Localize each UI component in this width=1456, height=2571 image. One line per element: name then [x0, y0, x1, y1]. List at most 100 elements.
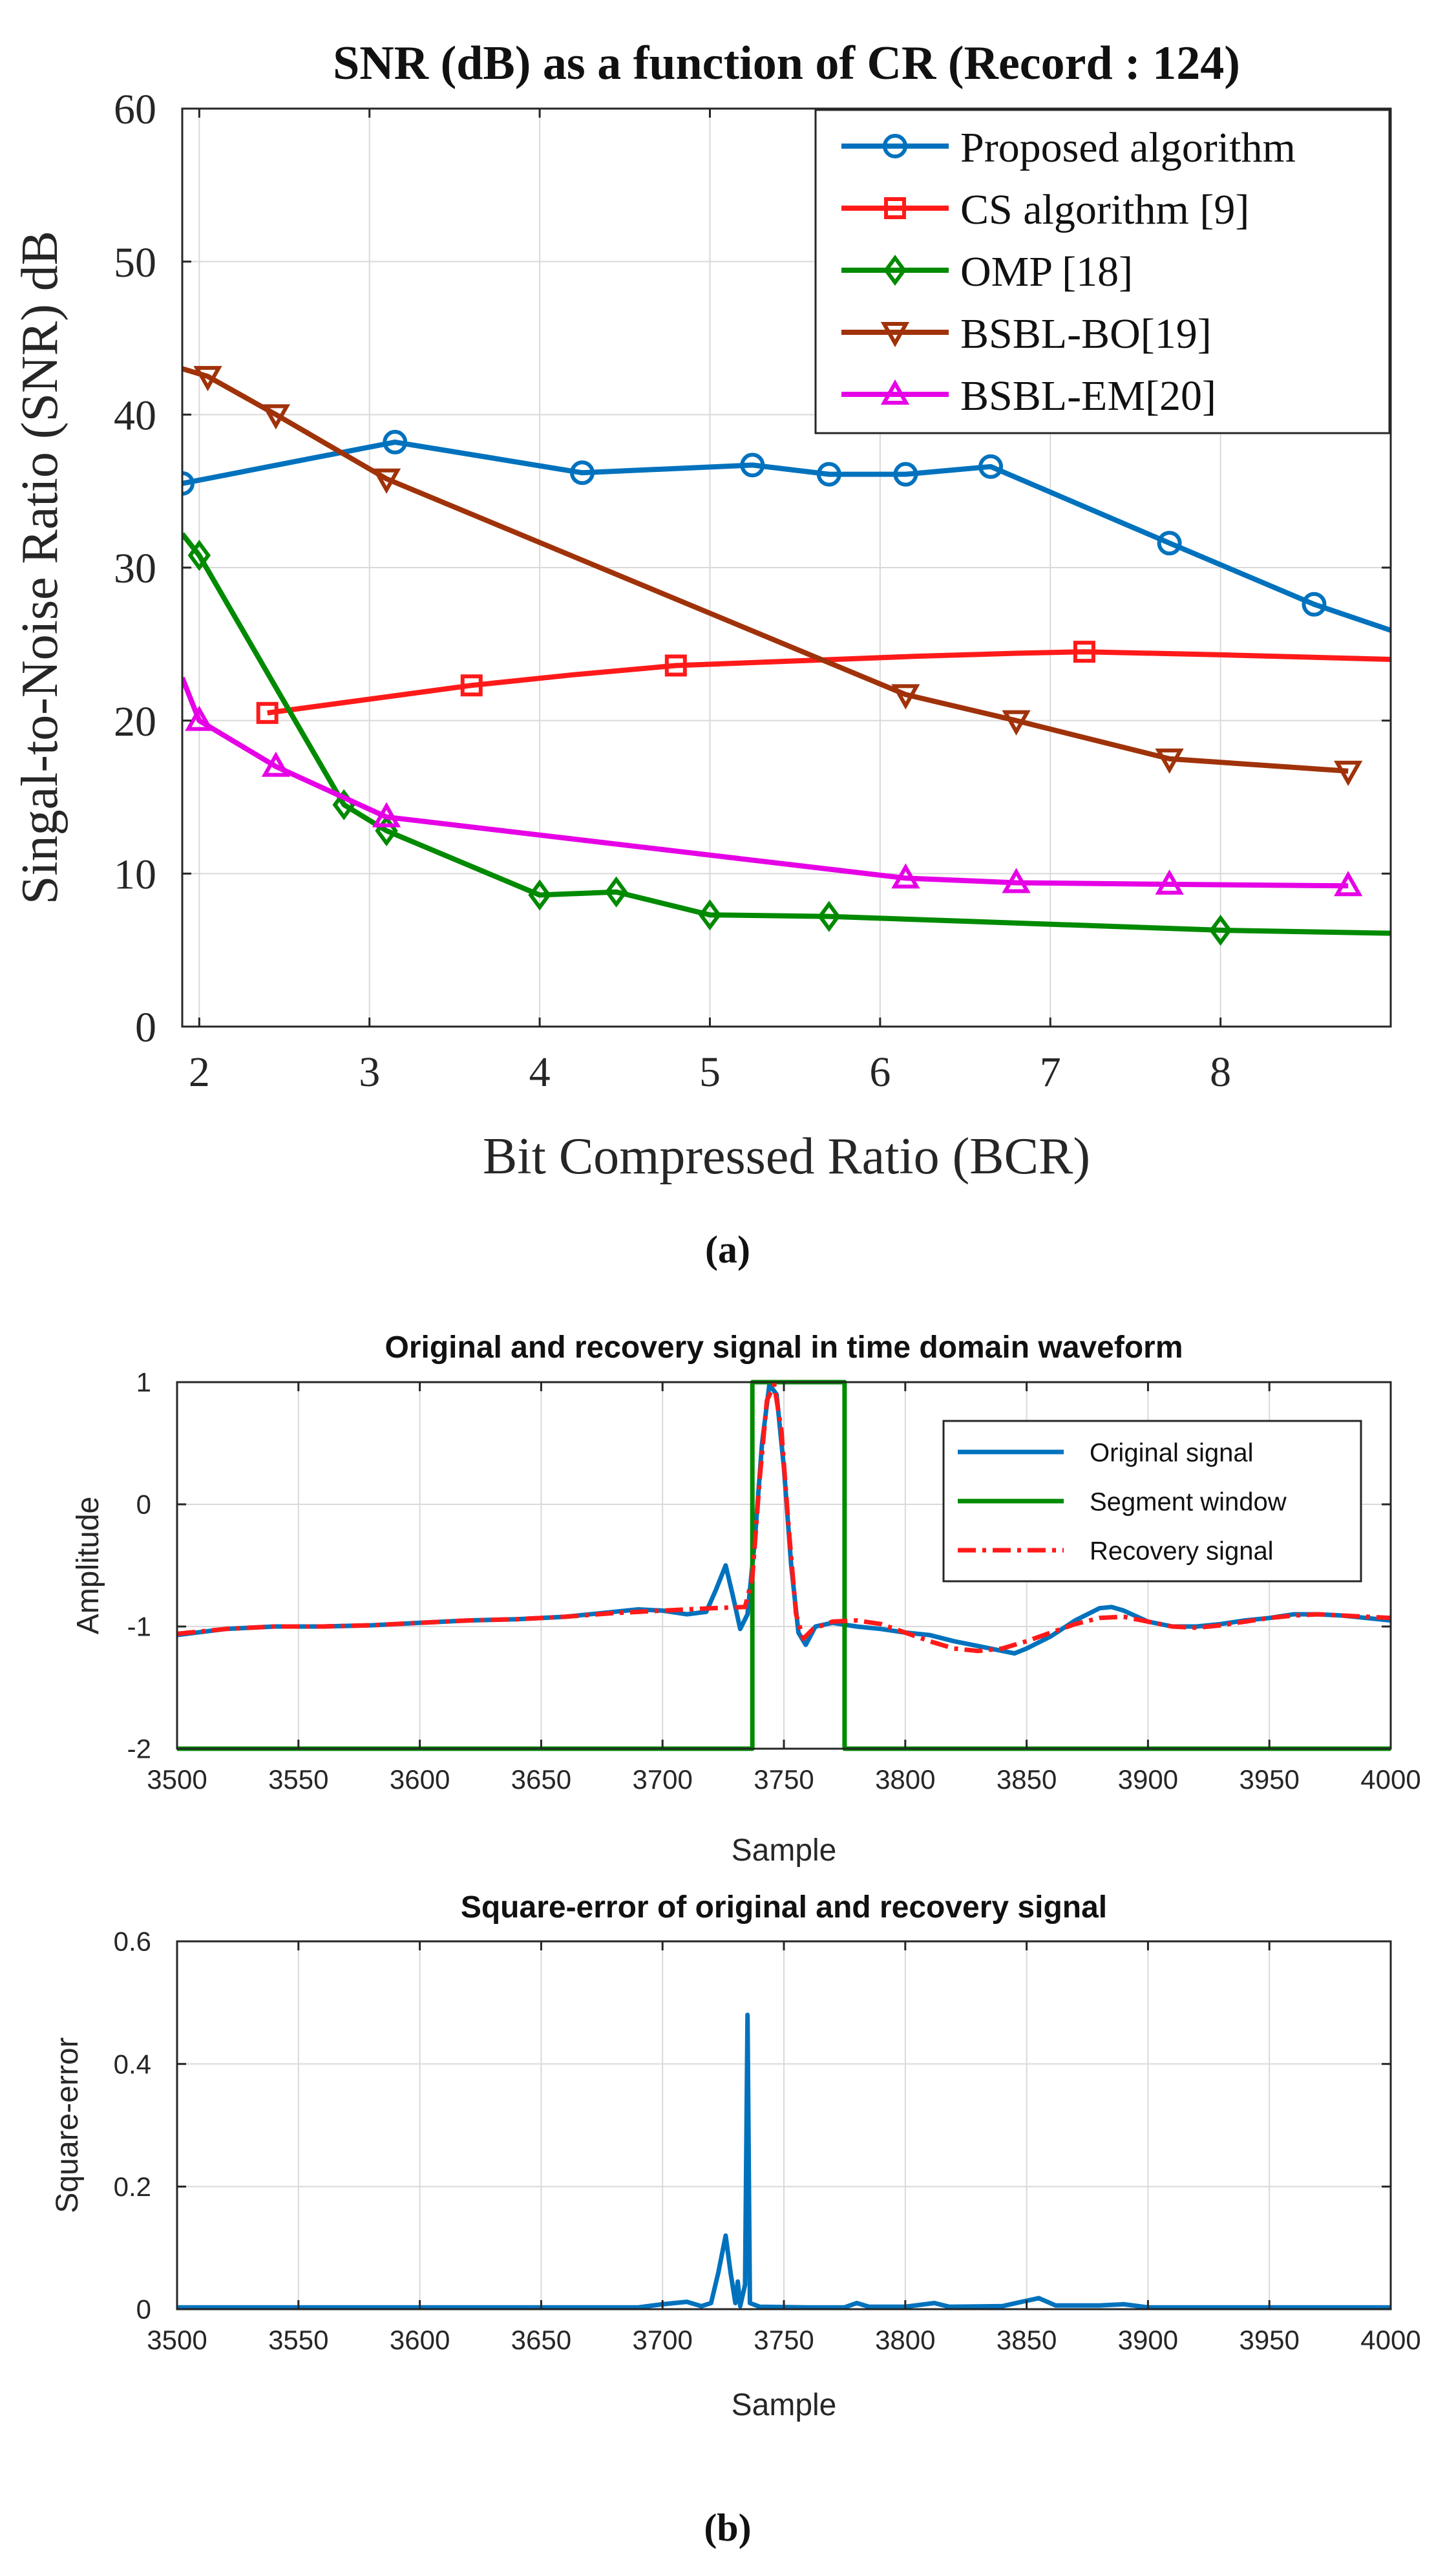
marker-proposed-algorithm: [816, 462, 841, 487]
legend-label-proposed-algorithm: Proposed algorithm: [960, 124, 1296, 171]
x-axis-label: Sample: [732, 1833, 837, 1868]
legend-label-cs-algorithm-9: CS algorithm [9]: [960, 186, 1249, 233]
series-line-square-error: [177, 2012, 1391, 2310]
chart-title: SNR (dB) as a function of CR (Record : 1…: [333, 37, 1240, 90]
y-tick-label: 10: [114, 851, 156, 898]
marker-omp-18: [1208, 914, 1232, 946]
marker-bsbl-em-20: [185, 705, 214, 731]
marker-bsbl-em-20: [1002, 868, 1031, 893]
chart-title: Original and recovery signal in time dom…: [385, 1330, 1183, 1365]
x-tick-label: 3950: [1239, 1764, 1299, 1795]
series-line-cs-algorithm-9: [267, 649, 1391, 716]
marker-cs-algorithm-9: [256, 701, 279, 724]
marker-proposed-algorithm: [1302, 592, 1327, 617]
x-tick-label: 3500: [147, 2325, 207, 2355]
x-tick-label: 4000: [1360, 2325, 1420, 2355]
marker-bsbl-bo-19: [1155, 748, 1184, 774]
legend-label-segment-window: Segment window: [1090, 1488, 1287, 1516]
x-tick-label: 8: [1210, 1049, 1231, 1096]
legend-marker-proposed-algorithm: [883, 134, 907, 158]
marker-bsbl-em-20: [372, 802, 401, 827]
marker-omp-18: [604, 876, 628, 908]
time-domain-waveform-chart: 3500 3550 3600 3650 3700 3750 3800 3850 3900 3950…: [71, 1330, 1421, 1868]
x-tick-label: 4: [529, 1049, 551, 1096]
marker-bsbl-em-20: [261, 751, 291, 777]
y-tick-label: 0: [135, 1004, 156, 1051]
x-tick-label: 3650: [511, 2325, 571, 2355]
y-tick-label: 1: [136, 1367, 151, 1398]
marker-omp-18: [818, 901, 841, 932]
y-tick-label: 40: [114, 392, 156, 439]
series-line-proposed-algorithm: [182, 439, 1391, 633]
marker-cs-algorithm-9: [664, 654, 687, 677]
x-tick-label: 3950: [1239, 2325, 1299, 2355]
y-tick-label: 0.2: [114, 2171, 151, 2202]
marker-proposed-algorithm: [569, 460, 595, 485]
x-tick-label: 3850: [997, 1764, 1057, 1795]
y-tick-label: 0.6: [114, 1926, 151, 1957]
y-tick-label: 30: [114, 545, 156, 592]
x-tick-label: 3650: [511, 1764, 571, 1795]
x-tick-label: 3850: [997, 2325, 1057, 2355]
marker-bsbl-bo-19: [193, 366, 222, 392]
series-line-recovery-signal: [177, 1382, 1391, 1654]
marker-proposed-algorithm: [740, 453, 765, 478]
x-tick-label: 3900: [1118, 1764, 1178, 1795]
y-axis-label: Square-error: [50, 2037, 85, 2213]
series-line-omp-18: [182, 532, 1391, 936]
y-tick-label: 50: [114, 239, 156, 286]
y-axis-label: Amplitude: [71, 1497, 105, 1634]
marker-proposed-algorithm: [182, 471, 195, 496]
x-tick-label: 3700: [632, 1764, 692, 1795]
marker-bsbl-bo-19: [1002, 710, 1031, 736]
x-tick-label: 3700: [632, 2325, 692, 2355]
chart-title: Square-error of original and recovery si…: [461, 1890, 1107, 1925]
plot-data: [177, 2012, 1391, 2310]
legend-marker-bsbl-bo-19: [880, 322, 910, 348]
legend-marker-omp-18: [883, 254, 907, 286]
marker-bsbl-bo-19: [372, 468, 401, 494]
x-tick-label: 7: [1040, 1049, 1061, 1096]
caption-a: (a): [705, 1228, 750, 1271]
legend-label-original-signal: Original signal: [1090, 1438, 1253, 1467]
marker-proposed-algorithm: [1157, 531, 1182, 556]
marker-omp-18: [528, 879, 551, 911]
legend-marker-bsbl-em-20: [880, 379, 910, 405]
x-tick-label: 3600: [390, 1764, 450, 1795]
marker-bsbl-bo-19: [261, 404, 291, 430]
x-tick-label: 3750: [754, 2325, 814, 2355]
marker-bsbl-bo-19: [1334, 760, 1363, 786]
x-tick-label: 3500: [147, 1764, 207, 1795]
legend-marker-cs-algorithm-9: [884, 197, 906, 219]
snr-vs-bcr-chart: 2 3 4 5 6 7 8 0 10 20 30 40 50 60 SNR (dB) as a functi…: [12, 37, 1392, 1185]
legend-label-bsbl-em-20: BSBL-EM[20]: [960, 372, 1216, 420]
series-line-bsbl-bo-19: [182, 366, 1349, 774]
caption-b: (b): [704, 2506, 751, 2549]
x-tick-label: 3900: [1118, 2325, 1178, 2355]
x-tick-label: 3750: [754, 1764, 814, 1795]
x-tick-label: 4000: [1360, 1764, 1420, 1795]
x-tick-label: 3800: [875, 2325, 935, 2355]
plot-data: [182, 366, 1391, 946]
marker-bsbl-em-20: [891, 863, 920, 889]
legend-label-bsbl-bo-19: BSBL-BO[19]: [960, 310, 1212, 357]
marker-bsbl-em-20: [1155, 869, 1184, 895]
marker-omp-18: [698, 899, 722, 931]
x-tick-label: 3800: [875, 1764, 935, 1795]
legend-label-recovery-signal: Recovery signal: [1090, 1537, 1274, 1565]
marker-bsbl-bo-19: [891, 684, 920, 710]
x-tick-label: 3: [359, 1049, 380, 1096]
x-axis-label: Bit Compressed Ratio (BCR): [483, 1128, 1090, 1185]
x-tick-label: 6: [869, 1049, 891, 1096]
x-tick-label: 3550: [268, 2325, 328, 2355]
marker-proposed-algorithm: [893, 462, 918, 487]
marker-proposed-algorithm: [383, 429, 408, 454]
y-tick-label: 20: [114, 698, 156, 745]
marker-omp-18: [187, 540, 211, 571]
x-tick-label: 5: [699, 1049, 721, 1096]
x-tick-label: 3550: [268, 1764, 328, 1795]
y-axis-label: Singal-to-Noise Ratio (SNR) dB: [12, 231, 69, 904]
y-tick-label: 0.4: [114, 2049, 151, 2079]
x-axis-label: Sample: [732, 2388, 837, 2422]
